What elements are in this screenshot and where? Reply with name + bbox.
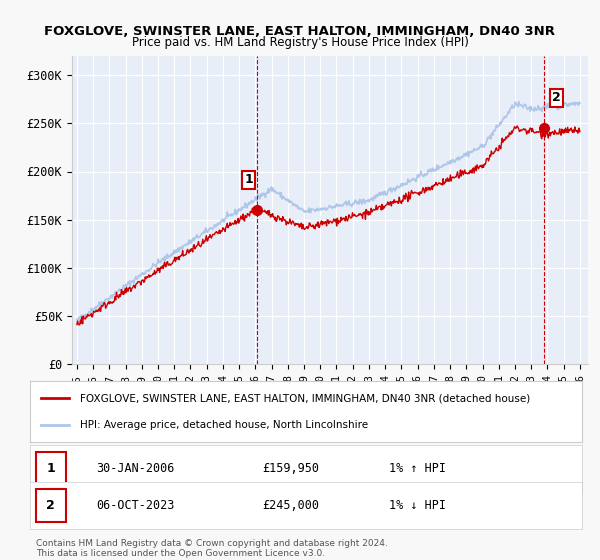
Text: 06-OCT-2023: 06-OCT-2023 xyxy=(96,499,175,512)
Text: 1: 1 xyxy=(46,463,55,475)
Text: 2: 2 xyxy=(552,91,561,104)
Text: 2: 2 xyxy=(46,499,55,512)
Text: HPI: Average price, detached house, North Lincolnshire: HPI: Average price, detached house, Nort… xyxy=(80,420,368,430)
FancyBboxPatch shape xyxy=(35,452,66,486)
Text: £159,950: £159,950 xyxy=(262,463,319,475)
Text: Contains HM Land Registry data © Crown copyright and database right 2024.
This d: Contains HM Land Registry data © Crown c… xyxy=(36,539,388,558)
Text: 1% ↑ HPI: 1% ↑ HPI xyxy=(389,463,446,475)
FancyBboxPatch shape xyxy=(35,489,66,522)
Text: FOXGLOVE, SWINSTER LANE, EAST HALTON, IMMINGHAM, DN40 3NR (detached house): FOXGLOVE, SWINSTER LANE, EAST HALTON, IM… xyxy=(80,393,530,403)
Text: 30-JAN-2006: 30-JAN-2006 xyxy=(96,463,175,475)
Text: £245,000: £245,000 xyxy=(262,499,319,512)
Text: FOXGLOVE, SWINSTER LANE, EAST HALTON, IMMINGHAM, DN40 3NR: FOXGLOVE, SWINSTER LANE, EAST HALTON, IM… xyxy=(44,25,556,38)
Text: 1% ↓ HPI: 1% ↓ HPI xyxy=(389,499,446,512)
Text: Price paid vs. HM Land Registry's House Price Index (HPI): Price paid vs. HM Land Registry's House … xyxy=(131,36,469,49)
Text: 1: 1 xyxy=(244,173,253,186)
